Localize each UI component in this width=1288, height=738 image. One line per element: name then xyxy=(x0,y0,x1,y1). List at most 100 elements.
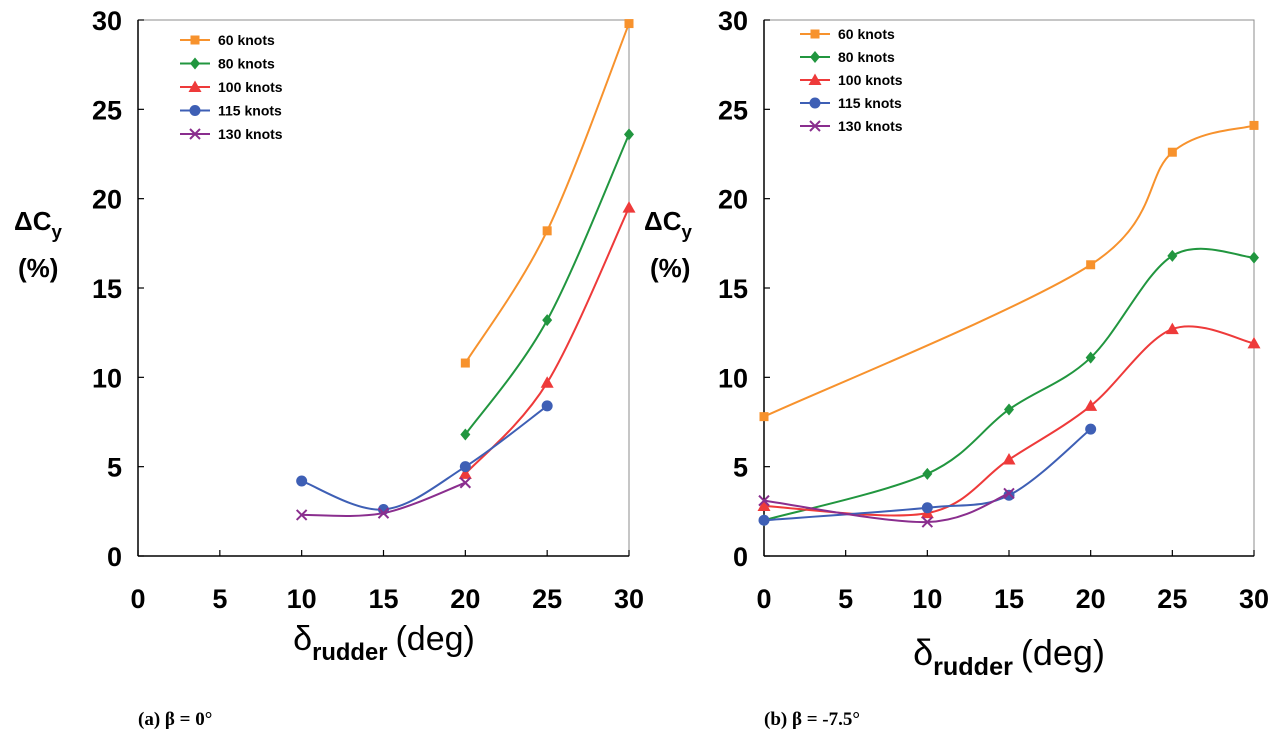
data-point xyxy=(922,467,933,480)
x-tick-label: 5 xyxy=(838,584,853,614)
legend-label: 130 knots xyxy=(218,126,283,142)
legend-label: 60 knots xyxy=(218,32,275,48)
data-point xyxy=(460,428,471,441)
y-axis-label-subscript: y xyxy=(681,221,692,242)
legend-marker xyxy=(809,120,821,132)
x-tick-label: 25 xyxy=(1157,584,1187,614)
series-130-knots xyxy=(758,487,1015,528)
y-tick-label: 25 xyxy=(92,95,122,125)
y-tick-label: 30 xyxy=(92,6,122,36)
y-axis-unit: (%) xyxy=(18,253,58,283)
legend-marker xyxy=(809,97,821,109)
data-point xyxy=(1004,403,1014,416)
series-60-knots xyxy=(460,19,634,368)
data-point xyxy=(622,201,636,213)
series-line xyxy=(301,405,548,511)
data-point xyxy=(759,412,769,422)
data-point xyxy=(1167,147,1177,157)
series-80-knots xyxy=(759,247,1259,527)
legend-entry: 60 knots xyxy=(180,32,275,48)
legend-entry: 100 knots xyxy=(180,79,283,95)
y-tick-label: 10 xyxy=(718,363,748,393)
data-point xyxy=(1165,322,1179,335)
y-tick-label: 0 xyxy=(107,542,122,572)
series-line xyxy=(464,207,630,475)
x-tick-label: 0 xyxy=(130,584,145,614)
legend-marker xyxy=(808,73,822,85)
y-tick-label: 10 xyxy=(92,363,122,393)
legend-label: 100 knots xyxy=(218,79,283,95)
plot-frame xyxy=(137,19,630,557)
y-tick-label: 0 xyxy=(733,542,748,572)
legend-marker xyxy=(189,105,201,116)
series-line xyxy=(464,133,630,436)
data-point xyxy=(757,499,771,511)
data-point xyxy=(1247,336,1261,349)
data-point xyxy=(295,509,308,521)
x-tick-label: 25 xyxy=(532,584,562,614)
legend-entry: 115 knots xyxy=(180,103,282,119)
data-point xyxy=(921,502,933,514)
series-line xyxy=(763,428,1092,522)
y-tick-label: 25 xyxy=(718,95,748,125)
panel-caption: (a) β = 0° xyxy=(138,709,212,730)
data-point xyxy=(542,226,552,236)
x-axis-unit: (deg) xyxy=(395,620,474,658)
data-point xyxy=(1003,489,1015,501)
x-tick-label: 15 xyxy=(994,584,1024,614)
x-tick-label: 20 xyxy=(1076,584,1106,614)
y-axis-label-subscript: y xyxy=(51,221,62,242)
series-115-knots xyxy=(296,400,553,516)
data-point xyxy=(542,314,553,327)
series-line xyxy=(763,325,1255,517)
y-tick-label: 5 xyxy=(107,453,122,483)
x-tick-label: 20 xyxy=(450,584,480,614)
legend-marker xyxy=(189,128,201,140)
legend-marker xyxy=(810,29,820,39)
y-tick-label: 15 xyxy=(718,274,748,304)
legend-entry: 60 knots xyxy=(800,26,895,42)
x-tick-label: 5 xyxy=(212,584,227,614)
series-line xyxy=(763,124,1255,418)
x-axis-unit: (deg) xyxy=(1021,632,1105,673)
data-point xyxy=(1249,251,1259,264)
legend-label: 100 knots xyxy=(838,72,903,88)
data-point xyxy=(1085,351,1096,364)
data-point xyxy=(459,461,471,473)
x-tick-label: 30 xyxy=(1239,584,1269,614)
data-point xyxy=(624,19,634,29)
series-80-knots xyxy=(460,128,634,441)
x-axis-label: δrudder (deg) xyxy=(913,632,1105,681)
data-point xyxy=(540,376,554,388)
legend-label: 115 knots xyxy=(218,103,282,119)
x-axis-label: δrudder (deg) xyxy=(293,620,475,666)
y-axis-label: ΔCy xyxy=(14,206,62,242)
x-tick-label: 0 xyxy=(756,584,771,614)
data-point xyxy=(1085,423,1097,435)
x-tick-label: 10 xyxy=(912,584,942,614)
y-tick-label: 30 xyxy=(718,6,748,36)
legend-marker xyxy=(810,51,820,63)
legend-label: 115 knots xyxy=(838,95,902,111)
data-point xyxy=(921,516,934,528)
data-point xyxy=(459,477,472,489)
data-point xyxy=(460,358,470,368)
legend-marker xyxy=(190,57,200,70)
legend-label: 80 knots xyxy=(218,56,275,72)
series-115-knots xyxy=(758,423,1097,526)
x-axis-label-subscript: rudder xyxy=(312,639,387,666)
data-point xyxy=(1084,399,1098,411)
legend-label: 80 knots xyxy=(838,49,895,65)
data-point xyxy=(1167,249,1178,262)
y-tick-label: 15 xyxy=(92,274,122,304)
legend-label: 60 knots xyxy=(838,26,895,42)
legend-label: 130 knots xyxy=(838,118,903,134)
data-point xyxy=(758,494,770,507)
data-point xyxy=(377,507,390,519)
x-tick-label: 15 xyxy=(368,584,398,614)
data-point xyxy=(1002,453,1016,465)
data-point xyxy=(1003,487,1015,500)
legend-entry: 115 knots xyxy=(800,95,902,111)
